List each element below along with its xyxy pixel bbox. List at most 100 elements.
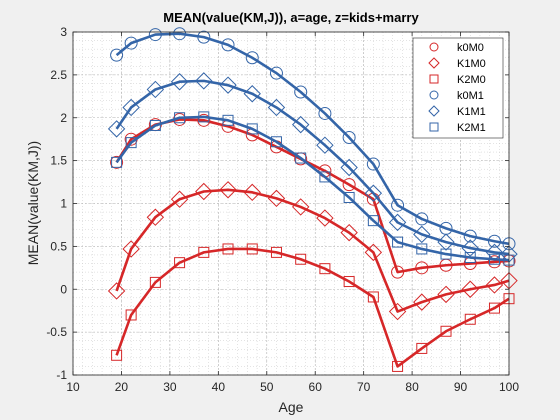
series-K2M1 (111, 111, 515, 266)
data-point-K1M1 (267, 98, 286, 117)
legend: k0M0 K1M0 K2M0 k0M1 K1M1 K2M1 (412, 37, 504, 139)
series-K1M1 (107, 72, 518, 263)
y-tick-label: 2.5 (50, 68, 67, 82)
data-point-K1M1 (146, 80, 165, 99)
legend-entry-K1M0: K1M0 (428, 57, 486, 70)
data-point-k0M1 (221, 38, 235, 52)
data-point-k0M0 (197, 113, 211, 127)
legend-label-K2M0: K2M0 (457, 74, 486, 86)
data-point-K2M1 (392, 236, 404, 248)
data-point-K2M1 (246, 123, 258, 135)
legend-marker-K1M0 (428, 57, 440, 69)
y-tick-label: 3 (60, 25, 67, 39)
y-axis-label: MEAN(value(KM,J)) (25, 141, 41, 265)
data-point-k0M1 (342, 130, 356, 144)
data-point-K2M0 (488, 302, 500, 314)
data-point-K1M0 (267, 189, 286, 208)
data-point-K2M0 (198, 246, 210, 258)
data-point-k0M1 (415, 212, 429, 226)
legend-marker-K2M1 (429, 122, 439, 132)
y-tick-label: 1.5 (50, 154, 67, 168)
data-point-K2M0 (392, 360, 404, 372)
x-tick-label: 40 (212, 380, 226, 394)
data-point-K2M1 (198, 111, 210, 123)
data-point-K1M0 (146, 208, 165, 226)
data-point-K2M1 (295, 152, 307, 164)
data-point-K1M1 (461, 239, 479, 257)
legend-label-K1M1: K1M1 (457, 106, 486, 118)
data-point-K1M0 (122, 240, 140, 258)
x-tick-label: 20 (115, 380, 129, 394)
data-point-k0M0 (391, 265, 405, 279)
legend-label-k0M1: k0M1 (457, 90, 484, 102)
data-point-K1M1 (243, 85, 261, 103)
y-tick-label: -0.5 (46, 325, 67, 339)
legend-marker-K2M0 (429, 74, 439, 84)
y-tick-label: 1 (60, 197, 67, 211)
data-point-k0M1 (110, 48, 124, 62)
data-point-k0M0 (487, 255, 501, 269)
data-point-K1M0 (316, 209, 334, 227)
data-point-K1M1 (340, 158, 358, 177)
data-point-K2M0 (149, 276, 161, 288)
x-axis-label: Age (279, 399, 304, 415)
data-point-K1M1 (195, 72, 213, 90)
data-point-K1M1 (413, 225, 431, 244)
data-point-k0M1 (463, 229, 477, 243)
data-point-K1M1 (364, 184, 383, 202)
data-point-K2M0 (343, 276, 355, 288)
data-point-K1M0 (219, 181, 237, 199)
x-tick-label: 30 (163, 380, 177, 394)
data-point-K2M0 (174, 257, 186, 269)
data-point-K1M1 (219, 76, 237, 94)
series-K2M0 (111, 243, 515, 372)
data-point-K1M1 (122, 98, 140, 117)
legend-label-k0M0: k0M0 (457, 42, 484, 54)
y-tick-label: 2 (60, 111, 67, 125)
data-point-K2M1 (464, 252, 476, 264)
legend-box (412, 37, 504, 139)
data-point-K1M0 (437, 285, 455, 304)
legend-label-K2M1: K2M1 (457, 122, 486, 134)
legend-entry-K2M1: K2M1 (429, 122, 486, 134)
data-point-K2M0 (464, 313, 476, 325)
data-point-k0M1 (148, 28, 162, 42)
data-point-K2M1 (149, 119, 161, 131)
legend-symbol-k0M0 (429, 42, 439, 52)
data-point-K1M0 (461, 280, 479, 298)
legend-entry-k0M0: k0M0 (429, 42, 484, 54)
legend-symbol-k0M1 (429, 90, 439, 100)
data-point-K2M1 (488, 253, 500, 265)
chart-title: MEAN(value(KM,J)), a=age, z=kids+marry (163, 10, 419, 25)
data-point-K1M0 (195, 182, 213, 201)
data-point-K1M0 (170, 190, 189, 208)
data-point-K1M1 (291, 115, 310, 134)
y-tick-label: 0.5 (50, 239, 67, 253)
x-tick-labels: 10 20 30 40 50 60 70 80 90 100 (66, 380, 519, 394)
x-tick-label: 70 (357, 380, 371, 394)
data-point-K1M1 (316, 136, 334, 154)
tick-marks (72, 31, 510, 376)
data-point-k0M1 (269, 66, 283, 80)
legend-marker-k0M0 (429, 42, 439, 52)
data-point-K2M0 (367, 291, 379, 303)
series-line-k0M1 (115, 32, 510, 246)
data-point-K2M1 (222, 114, 234, 126)
y-tick-labels: -1 -0.5 0 0.5 1 1.5 2 2.5 3 (46, 25, 67, 382)
legend-symbol-K1M0 (428, 57, 440, 69)
x-tick-label: 80 (405, 380, 419, 394)
legend-entry-k0M1: k0M1 (429, 90, 484, 102)
data-point-K1M0 (243, 183, 261, 202)
y-tick-label: -1 (56, 368, 67, 382)
data-point-K1M0 (340, 223, 358, 242)
data-point-K2M0 (440, 325, 452, 337)
data-point-K1M0 (107, 282, 126, 300)
data-point-K2M0 (295, 253, 307, 265)
x-tick-label: 60 (309, 380, 323, 394)
data-point-K1M1 (107, 120, 126, 138)
data-point-K1M0 (388, 302, 407, 321)
data-point-K2M0 (111, 349, 123, 361)
data-point-K2M0 (319, 263, 331, 275)
data-point-K1M1 (388, 213, 407, 232)
